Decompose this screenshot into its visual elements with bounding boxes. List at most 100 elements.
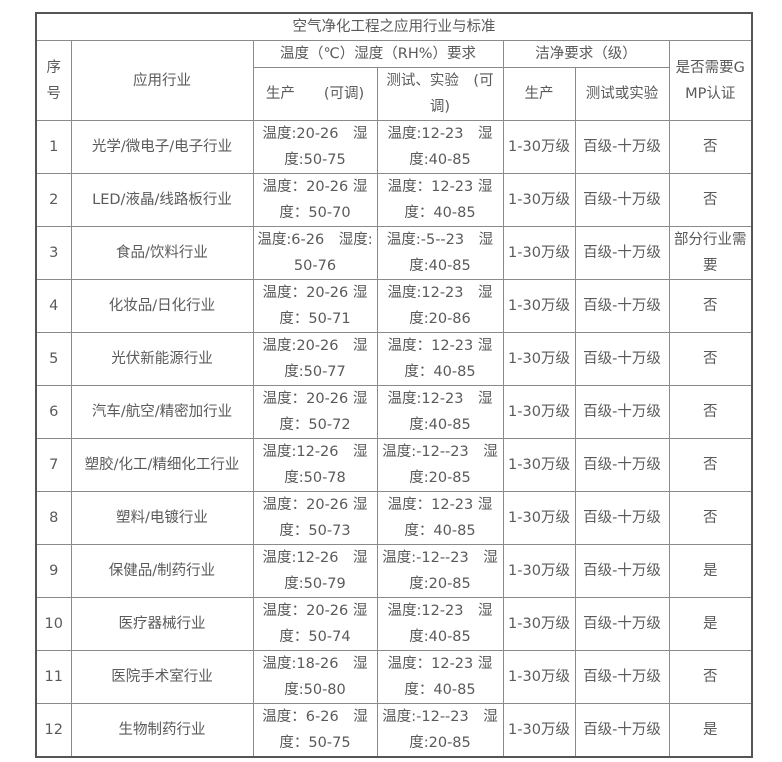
table-row: 3 食品/饮料行业 温度:6-26 湿度:50-76 温度:-5--23 湿度:40-… [35, 226, 753, 280]
cell-seq: 9 [35, 544, 72, 598]
cell-clean-testing: 百级-十万级 [574, 438, 670, 492]
cell-production: 温度:20-26 湿度:50-77 [252, 332, 378, 386]
cell-clean-testing: 百级-十万级 [574, 332, 670, 386]
cell-testing: 温度:-12--23 湿度:20-85 [376, 438, 504, 492]
cell-industry: 塑料/电镀行业 [70, 491, 254, 545]
table-title: 空气净化工程之应用行业与标准 [35, 12, 753, 41]
cell-testing: 温度:-12--23 湿度:20-85 [376, 544, 504, 598]
header-testing: 测试、实验 (可调) [376, 67, 504, 121]
cell-clean-production: 1-30万级 [502, 597, 576, 651]
cell-seq: 8 [35, 491, 72, 545]
cell-gmp: 否 [668, 120, 753, 174]
cell-clean-testing: 百级-十万级 [574, 385, 670, 439]
table-row: 7 塑胶/化工/精细化工行业 温度:12-26 湿度:50-78 温度:-12--23… [35, 438, 753, 492]
header-production: 生产 (可调) [252, 67, 378, 121]
cell-industry: 食品/饮料行业 [70, 226, 254, 280]
cell-clean-testing: 百级-十万级 [574, 173, 670, 227]
cell-seq: 4 [35, 279, 72, 333]
table-row: 9 保健品/制药行业 温度:12-26 湿度:50-79 温度:-12--23 湿度:… [35, 544, 753, 598]
table-row: 6 汽车/航空/精密加行业 温度：20-26 湿度：50-72 温度:12-23 湿度… [35, 385, 753, 439]
cell-clean-production: 1-30万级 [502, 438, 576, 492]
cell-clean-testing: 百级-十万级 [574, 544, 670, 598]
cell-gmp: 是 [668, 544, 753, 598]
cell-testing: 温度:-12--23 湿度:20-85 [376, 703, 504, 758]
cell-production: 温度：20-26 湿度：50-72 [252, 385, 378, 439]
cell-clean-testing: 百级-十万级 [574, 120, 670, 174]
table-row: 8 塑料/电镀行业 温度：20-26 湿度：50-73 温度：12-23 湿度：40-… [35, 491, 753, 545]
table-row: 12 生物制药行业 温度：6-26 湿度：50-75 温度:-12--23 湿度:20… [35, 703, 753, 758]
cell-production: 温度:20-26 湿度:50-75 [252, 120, 378, 174]
cell-seq: 12 [35, 703, 72, 758]
cell-gmp: 是 [668, 597, 753, 651]
cell-clean-testing: 百级-十万级 [574, 491, 670, 545]
cell-industry: 生物制药行业 [70, 703, 254, 758]
cell-gmp: 否 [668, 332, 753, 386]
cell-clean-production: 1-30万级 [502, 491, 576, 545]
cell-production: 温度：20-26 湿度：50-71 [252, 279, 378, 333]
cell-clean-production: 1-30万级 [502, 544, 576, 598]
cell-gmp: 否 [668, 385, 753, 439]
cell-testing: 温度:12-23 湿度:40-85 [376, 385, 504, 439]
header-clean-testing: 测试或实验 [574, 67, 670, 121]
cell-seq: 11 [35, 650, 72, 704]
cell-testing: 温度:12-23 湿度:40-85 [376, 120, 504, 174]
cell-clean-production: 1-30万级 [502, 226, 576, 280]
cell-gmp: 否 [668, 438, 753, 492]
table-row: 2 LED/液晶/线路板行业 温度：20-26 湿度：50-70 温度：12-23 湿… [35, 173, 753, 227]
cell-clean-testing: 百级-十万级 [574, 650, 670, 704]
cell-industry: 化妆品/日化行业 [70, 279, 254, 333]
header-cleanliness: 洁净要求（级） [502, 40, 670, 68]
cell-gmp: 否 [668, 173, 753, 227]
header-seq: 序号 [35, 40, 72, 121]
cell-testing: 温度：12-23 湿度：40-85 [376, 650, 504, 704]
cell-clean-production: 1-30万级 [502, 332, 576, 386]
cell-testing: 温度:12-23 湿度:20-86 [376, 279, 504, 333]
cell-seq: 3 [35, 226, 72, 280]
cell-industry: 保健品/制药行业 [70, 544, 254, 598]
cell-production: 温度：20-26 湿度：50-73 [252, 491, 378, 545]
cell-testing: 温度:-5--23 湿度:40-85 [376, 226, 504, 280]
cell-industry: 医疗器械行业 [70, 597, 254, 651]
cell-industry: 光学/微电子/电子行业 [70, 120, 254, 174]
cell-production: 温度：6-26 湿度：50-75 [252, 703, 378, 758]
cell-gmp: 否 [668, 279, 753, 333]
cell-production: 温度:12-26 湿度:50-79 [252, 544, 378, 598]
table-row: 10 医疗器械行业 温度：20-26 湿度：50-74 温度:12-23 湿度:40-… [35, 597, 753, 651]
cell-gmp: 是 [668, 703, 753, 758]
header-temp-humidity: 温度（℃）湿度（RH%）要求 [252, 40, 504, 68]
cell-seq: 2 [35, 173, 72, 227]
cell-clean-testing: 百级-十万级 [574, 279, 670, 333]
cell-industry: 汽车/航空/精密加行业 [70, 385, 254, 439]
cell-testing: 温度：12-23 湿度：40-85 [376, 332, 504, 386]
header-industry: 应用行业 [70, 40, 254, 121]
cell-seq: 1 [35, 120, 72, 174]
cell-testing: 温度：12-23 湿度：40-85 [376, 173, 504, 227]
cell-clean-production: 1-30万级 [502, 703, 576, 758]
cell-production: 温度:12-26 湿度:50-78 [252, 438, 378, 492]
table-row: 11 医院手术室行业 温度:18-26 湿度:50-80 温度：12-23 湿度：40… [35, 650, 753, 704]
cell-gmp: 否 [668, 650, 753, 704]
cell-seq: 6 [35, 385, 72, 439]
cell-seq: 7 [35, 438, 72, 492]
cell-clean-production: 1-30万级 [502, 385, 576, 439]
table-row: 1 光学/微电子/电子行业 温度:20-26 湿度:50-75 温度:12-23 湿度… [35, 120, 753, 174]
cell-production: 温度：20-26 湿度：50-70 [252, 173, 378, 227]
cell-gmp: 部分行业需要 [668, 226, 753, 280]
cell-production: 温度：20-26 湿度：50-74 [252, 597, 378, 651]
cell-industry: 医院手术室行业 [70, 650, 254, 704]
cell-testing: 温度:12-23 湿度:40-85 [376, 597, 504, 651]
cell-industry: 塑胶/化工/精细化工行业 [70, 438, 254, 492]
cell-gmp: 否 [668, 491, 753, 545]
cell-clean-production: 1-30万级 [502, 650, 576, 704]
cell-testing: 温度：12-23 湿度：40-85 [376, 491, 504, 545]
table-row: 4 化妆品/日化行业 温度：20-26 湿度：50-71 温度:12-23 湿度:20… [35, 279, 753, 333]
cell-production: 温度:6-26 湿度:50-76 [252, 226, 378, 280]
cell-industry: LED/液晶/线路板行业 [70, 173, 254, 227]
table-row: 5 光伏新能源行业 温度:20-26 湿度:50-77 温度：12-23 湿度：40-… [35, 332, 753, 386]
cell-industry: 光伏新能源行业 [70, 332, 254, 386]
header-gmp: 是否需要GMP认证 [668, 40, 753, 121]
cell-clean-testing: 百级-十万级 [574, 226, 670, 280]
cell-clean-production: 1-30万级 [502, 120, 576, 174]
cell-clean-testing: 百级-十万级 [574, 703, 670, 758]
cell-seq: 10 [35, 597, 72, 651]
